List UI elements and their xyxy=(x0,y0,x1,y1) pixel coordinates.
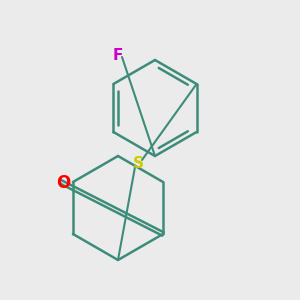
Text: F: F xyxy=(113,47,123,62)
Text: O: O xyxy=(56,174,70,192)
Text: S: S xyxy=(133,155,143,170)
